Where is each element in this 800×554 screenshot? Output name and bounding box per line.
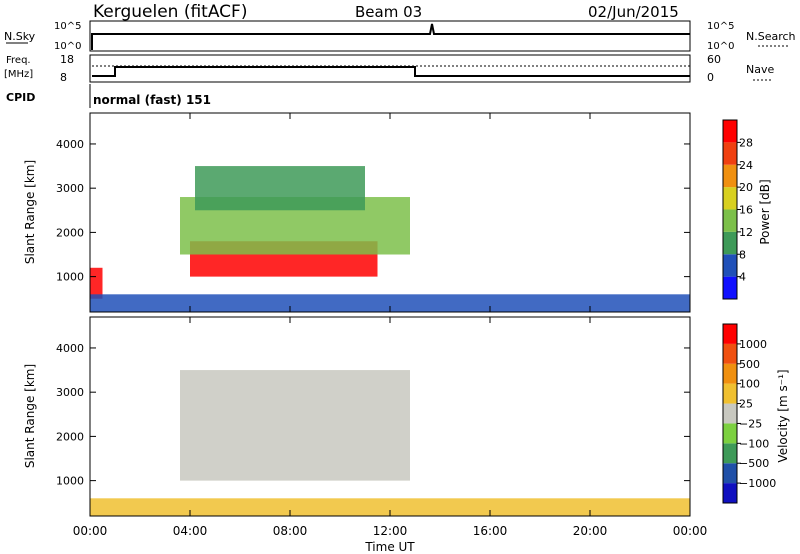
velocity-colorbar-tick-label: −100 <box>739 437 769 450</box>
power-colorbar-segment <box>723 164 737 188</box>
velocity-ytick-label: 1000 <box>56 475 84 488</box>
velocity-colorbar-segment <box>723 403 737 424</box>
power-region <box>90 267 103 299</box>
power-region <box>195 166 365 211</box>
velocity-colorbar-tick-label: −25 <box>739 417 762 430</box>
velocity-colorbar-tick-label: 1000 <box>739 338 767 351</box>
nsky-tick-top: 10^5 <box>54 21 81 32</box>
velocity-region <box>180 370 410 481</box>
time-tick-label: 16:00 <box>473 524 508 538</box>
velocity-colorbar-segment <box>723 423 737 444</box>
nave-tick-top: 60 <box>707 53 721 66</box>
power-colorbar: 4 8 12 16 20 24 28 <box>722 119 753 300</box>
velocity-data-regions <box>90 370 690 516</box>
nsearch-label: N.Search <box>746 30 796 43</box>
power-ytick-label: 1000 <box>56 271 84 284</box>
velocity-colorbar: 1000 500 100 25 −25 −100 −500 −1000 <box>722 323 776 504</box>
time-axis-label: Time UT <box>364 540 415 554</box>
power-colorbar-segment <box>723 276 737 299</box>
power-colorbar-segment <box>723 142 737 165</box>
time-tick-label: 04:00 <box>173 524 208 538</box>
velocity-colorbar-segment <box>723 324 737 344</box>
time-tick-label: 20:00 <box>573 524 608 538</box>
velocity-ytick-label: 4000 <box>56 342 84 355</box>
power-colorbar-label: Power [dB] <box>758 179 772 244</box>
freq-trace <box>92 66 690 77</box>
velocity-colorbar-frame <box>722 323 738 504</box>
nave-tick-bottom: 0 <box>707 71 714 84</box>
time-tick-label: 08:00 <box>273 524 308 538</box>
power-colorbar-segment <box>723 254 737 277</box>
velocity-colorbar-segment <box>723 363 737 384</box>
velocity-region <box>90 498 690 516</box>
velocity-ytick-label: 3000 <box>56 386 84 399</box>
freq-tick-top: 18 <box>60 53 74 66</box>
beam-label: Beam 03 <box>355 3 422 21</box>
power-colorbar-tick-label: 12 <box>739 226 753 239</box>
velocity-colorbar-label: Velocity [m s⁻¹] <box>776 369 790 462</box>
power-colorbar-tick-label: 4 <box>739 271 746 284</box>
freq-tick-bottom: 8 <box>60 71 67 84</box>
time-tick-label: 12:00 <box>373 524 408 538</box>
nave-label: Nave <box>746 63 774 76</box>
power-colorbar-segment <box>723 231 737 255</box>
nsky-label: N.Sky <box>4 30 36 43</box>
power-colorbar-tick-label: 8 <box>739 248 746 261</box>
date-label: 02/Jun/2015 <box>588 3 679 21</box>
power-ytick-label: 2000 <box>56 226 84 239</box>
cpid-label: CPID <box>6 91 35 104</box>
velocity-colorbar-segment <box>723 483 737 503</box>
velocity-colorbar-segment <box>723 383 737 404</box>
power-region <box>90 294 690 312</box>
nsky-strip-frame <box>89 20 691 52</box>
time-tick-label: 00:00 <box>73 524 108 538</box>
velocity-colorbar-tick-label: −1000 <box>739 477 776 490</box>
velocity-colorbar-segment <box>723 443 737 464</box>
velocity-ytick-label: 2000 <box>56 430 84 443</box>
time-tick-label: 00:00 <box>673 524 708 538</box>
power-colorbar-tick-label: 28 <box>739 136 753 149</box>
power-colorbar-tick-label: 20 <box>739 181 753 194</box>
velocity-colorbar-tick-label: 25 <box>739 398 753 411</box>
nsky-tick-bottom: 10^0 <box>54 41 81 52</box>
station-title: Kerguelen (fitACF) <box>93 2 247 22</box>
power-ytick-label: 3000 <box>56 182 84 195</box>
velocity-colorbar-segment <box>723 343 737 364</box>
power-ylabel: Slant Range [km] <box>23 160 37 264</box>
power-data-regions <box>90 166 690 312</box>
freq-unit: [MHz] <box>4 69 33 80</box>
velocity-colorbar-tick-label: −500 <box>739 457 769 470</box>
power-colorbar-tick-label: 24 <box>739 159 753 172</box>
power-colorbar-segment <box>723 120 737 143</box>
power-ytick-label: 4000 <box>56 138 84 151</box>
freq-strip-frame <box>89 54 691 83</box>
velocity-colorbar-tick-label: 500 <box>739 358 760 371</box>
nsky-trace <box>91 23 690 50</box>
freq-label: Freq. <box>6 55 31 66</box>
velocity-colorbar-segment <box>723 463 737 484</box>
power-panel: 1000 2000 3000 4000 Slant Range [km] 4 8 12 16… <box>23 112 772 313</box>
velocity-colorbar-tick-label: 100 <box>739 378 760 391</box>
power-colorbar-segment <box>723 187 737 210</box>
power-colorbar-tick-label: 16 <box>739 204 753 217</box>
nsearch-tick-bottom: 10^0 <box>707 41 734 52</box>
power-colorbar-segment <box>723 209 737 232</box>
velocity-panel: 1000 2000 3000 4000 Slant Range [km] 1000 50… <box>23 316 790 517</box>
cpid-value: normal (fast) 151 <box>93 93 211 107</box>
nsearch-tick-top: 10^5 <box>707 21 734 32</box>
velocity-ylabel: Slant Range [km] <box>23 364 37 468</box>
